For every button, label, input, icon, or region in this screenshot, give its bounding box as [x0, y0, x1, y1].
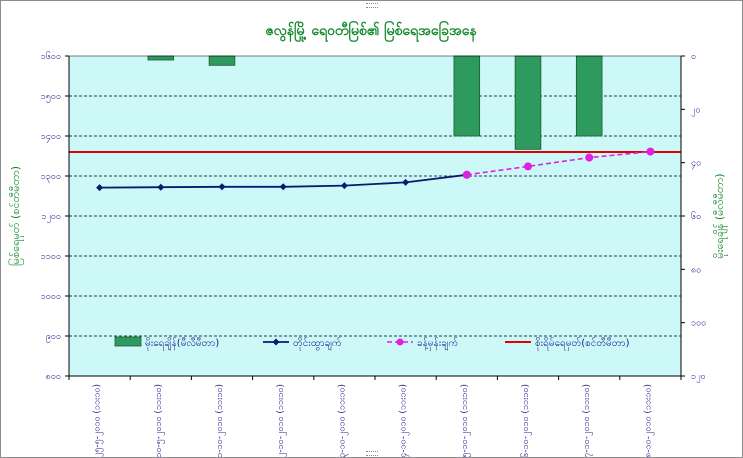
- x-tick-label: ၅-၁၀-၂၀၁၀ (၁၁း၁၀): [460, 384, 471, 457]
- legend-label: မိုးရေချိန်(မီလီမီတာ): [145, 336, 219, 351]
- y-left-tick-label: ၁၀၀၀: [41, 292, 61, 302]
- rainfall-bar: [453, 55, 481, 137]
- legend: မိုးရေချိန်(မီလီမီတာ) တိုင်းထွာချက် ခန့်မှ…: [114, 336, 630, 351]
- y-right-tick-label: ၀: [691, 52, 696, 62]
- y-right-tick-label: ၄၀: [691, 159, 701, 170]
- observed-point: [218, 183, 226, 191]
- y-left-tick-label: ၁၁၀၀: [41, 252, 61, 262]
- y-right-tick-label: ၁၂၀: [691, 372, 706, 383]
- axes: [65, 55, 685, 380]
- forecast-point: [585, 153, 594, 162]
- chart-title: ဇလွန်မြို့ ရေဝတီမြစ်၏ မြစ်ရေအခြေအနေ: [265, 21, 477, 42]
- resize-handle-bottom[interactable]: [366, 451, 378, 456]
- y-right-tick-label: ၂၀: [691, 105, 700, 116]
- observed-point: [96, 184, 104, 192]
- legend-marker-observed: [272, 338, 280, 346]
- y-left-tick-label: ၁၂၀၀: [41, 212, 61, 223]
- x-tick-label: ၁-၁၀-၂၀၁၀ (၁၁း၁၀): [215, 384, 226, 457]
- y-right-tick-label: ၈၀: [691, 265, 701, 275]
- y-left-tick-label: ၁၃၀၀: [41, 172, 61, 183]
- legend-marker-forecast: [396, 338, 404, 346]
- x-tick-label: ၁၀-၅-၂၀၁၀ (၁၁း၁၀): [154, 384, 165, 457]
- forecast-point: [524, 162, 532, 171]
- y-left-tick-label: ၁၆၀၀: [41, 51, 61, 62]
- rainfall-bars: [147, 55, 603, 150]
- x-tick-label: ၃-၁၀-၂၀၁၀ (၁၁း၁၀): [337, 384, 348, 457]
- x-tick-label: ၆-၁၀-၂၀၁၀ (၁၁း၁၀): [520, 384, 532, 457]
- y-left-tick-label: ၁၅၀၀: [41, 92, 61, 103]
- rainfall-bar: [208, 55, 236, 66]
- x-tick-label: ၂-၁၀-၂၀၁၀ (၁၁း၁၀): [276, 384, 287, 457]
- y-left-tick-label: ၈၀၀: [46, 372, 61, 382]
- legend-swatch-rainfall: [114, 336, 142, 347]
- rainfall-bar: [514, 55, 542, 150]
- observed-point: [157, 183, 165, 191]
- x-tick-label: ၈-၁၀-၂၀၁၀ (၁၁း၁၀): [643, 384, 654, 457]
- x-tick-label: ၄-၁၀-၂၀၁၀ (၁၁း၁၀): [399, 384, 410, 457]
- y-right-tick-label: ၁၀၀: [691, 319, 706, 329]
- observed-point: [340, 182, 348, 190]
- y-left-tick-label: ၁၄၀၀: [41, 132, 61, 143]
- forecast-point: [462, 170, 471, 179]
- resize-handle-top[interactable]: [366, 3, 378, 8]
- x-tick-label: ၇-၁၀-၂၀၁၀ (၁၁း၁၀): [582, 384, 593, 457]
- observed-point: [279, 183, 287, 191]
- rainfall-bar: [575, 55, 603, 137]
- y-right-tick-label: ၆၀: [691, 211, 701, 222]
- legend-label: ခန့်မှန်းချက်: [417, 336, 458, 351]
- y-axis-left-label: မြစ်ရေမှတ် (စင်တီမီတာ): [8, 166, 24, 266]
- x-tick-label: ၂၅-၅-၂၀၁၀ (၁၁း၁၀): [93, 384, 104, 457]
- y-axis-right-label: မိုးရေချိန် (မီလီမီတာ): [713, 173, 728, 258]
- legend-label: စိုးရိမ်ရေမှတ်(စင်တီမီတာ): [535, 336, 630, 351]
- observed-point: [402, 178, 410, 186]
- forecast-point: [646, 147, 655, 156]
- tick-labels: ၈၀၀ ၉၀၀ ၁၀၀၀ ၁၁၀၀ ၁၂၀၀ ၁၃၀၀ ၁၄၀၀ ၁၅၀၀ ၁၆၀၀ ၀၂၀၄၀၆…: [41, 51, 706, 457]
- series-lines: [69, 147, 681, 192]
- y-left-tick-label: ၉၀၀: [46, 332, 61, 343]
- legend-label: တိုင်းထွာချက်: [293, 336, 342, 351]
- forecast-line: [466, 150, 651, 176]
- rainfall-bar: [147, 55, 175, 61]
